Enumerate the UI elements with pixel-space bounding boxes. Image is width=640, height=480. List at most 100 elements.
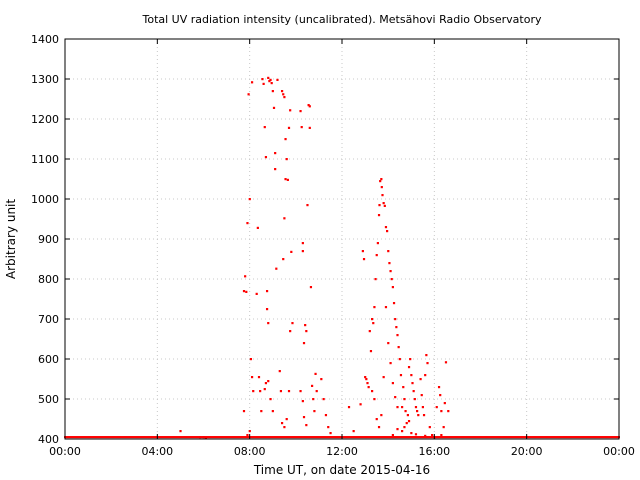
data-point (283, 96, 286, 99)
data-point (447, 410, 450, 413)
x-axis-label: Time UT, on date 2015-04-16 (253, 463, 430, 477)
data-point (428, 426, 431, 429)
data-point (271, 410, 274, 413)
data-point (302, 416, 306, 419)
data-point (371, 390, 374, 393)
y-tick-label: 1000 (31, 193, 59, 206)
data-point (431, 434, 434, 437)
data-point (420, 394, 423, 397)
data-point (310, 384, 314, 387)
data-point (278, 370, 281, 373)
data-point (261, 78, 264, 81)
data-point (309, 286, 313, 289)
data-point (202, 436, 205, 439)
data-point (301, 242, 304, 245)
data-point (396, 406, 399, 409)
data-point (372, 322, 375, 325)
data-point (389, 270, 392, 273)
data-point (284, 178, 287, 181)
data-point (280, 422, 284, 425)
x-tick-label: 20:00 (511, 445, 543, 458)
data-point (389, 362, 392, 365)
data-point (366, 382, 369, 385)
data-point (245, 290, 248, 293)
data-point (398, 358, 401, 361)
data-point (381, 194, 384, 197)
data-point (263, 388, 266, 391)
data-point (263, 126, 266, 129)
data-point (373, 306, 376, 309)
data-point (305, 424, 308, 427)
data-point (304, 324, 307, 327)
data-point (375, 418, 378, 421)
data-point (308, 105, 311, 108)
data-point (257, 376, 261, 379)
data-point (285, 418, 288, 421)
data-point (242, 410, 246, 413)
grid (65, 39, 619, 439)
data-point (386, 230, 389, 233)
data-point (380, 414, 383, 417)
x-tick-label: 00:00 (603, 445, 635, 458)
data-point (268, 80, 271, 83)
data-point (384, 306, 388, 309)
data-point (409, 358, 412, 361)
data-point (392, 302, 396, 305)
data-point (242, 290, 246, 293)
data-point (417, 414, 420, 417)
data-point (259, 390, 262, 393)
chart-title: Total UV radiation intensity (uncalibrat… (142, 13, 542, 26)
y-tick-label: 400 (38, 433, 59, 446)
data-point (275, 267, 278, 270)
data-point (426, 362, 429, 365)
data-point (260, 410, 263, 413)
data-point (249, 358, 253, 361)
data-point (444, 361, 448, 364)
data-point (401, 406, 404, 409)
x-tick-label: 16:00 (418, 445, 450, 458)
data-point (246, 222, 249, 225)
data-point (269, 78, 272, 81)
data-point (248, 198, 251, 201)
data-point (287, 126, 291, 129)
y-tick-label: 1200 (31, 113, 59, 126)
data-point (410, 432, 413, 435)
data-point (391, 434, 394, 437)
data-point (399, 374, 403, 377)
data-point (419, 378, 422, 381)
y-tick-label: 1400 (31, 33, 59, 46)
data-point (264, 156, 268, 159)
data-point (380, 178, 383, 181)
data-point (394, 318, 397, 321)
data-point (424, 374, 427, 377)
data-point (204, 436, 208, 439)
data-point (422, 414, 426, 417)
data-point (250, 81, 254, 84)
data-point (405, 422, 408, 425)
y-tick-label: 1100 (31, 153, 59, 166)
data-point (397, 346, 400, 349)
data-point (362, 258, 366, 261)
data-point (308, 126, 311, 129)
data-point (274, 168, 277, 171)
data-point (299, 110, 302, 113)
data-point (264, 382, 268, 385)
data-point (377, 214, 381, 217)
data-point (327, 426, 330, 429)
data-point (382, 376, 385, 379)
y-tick-label: 800 (38, 273, 59, 286)
data-point (306, 204, 309, 207)
data-point (302, 342, 306, 345)
data-point (383, 204, 386, 207)
data-point (382, 202, 385, 205)
data-point (371, 318, 374, 321)
data-point (271, 90, 274, 93)
data-point (199, 436, 202, 439)
data-point (256, 226, 259, 229)
data-point (373, 398, 376, 401)
data-point (401, 430, 404, 433)
data-point (377, 426, 381, 429)
data-point (359, 403, 362, 406)
data-point (305, 330, 308, 333)
data-point (391, 382, 394, 385)
